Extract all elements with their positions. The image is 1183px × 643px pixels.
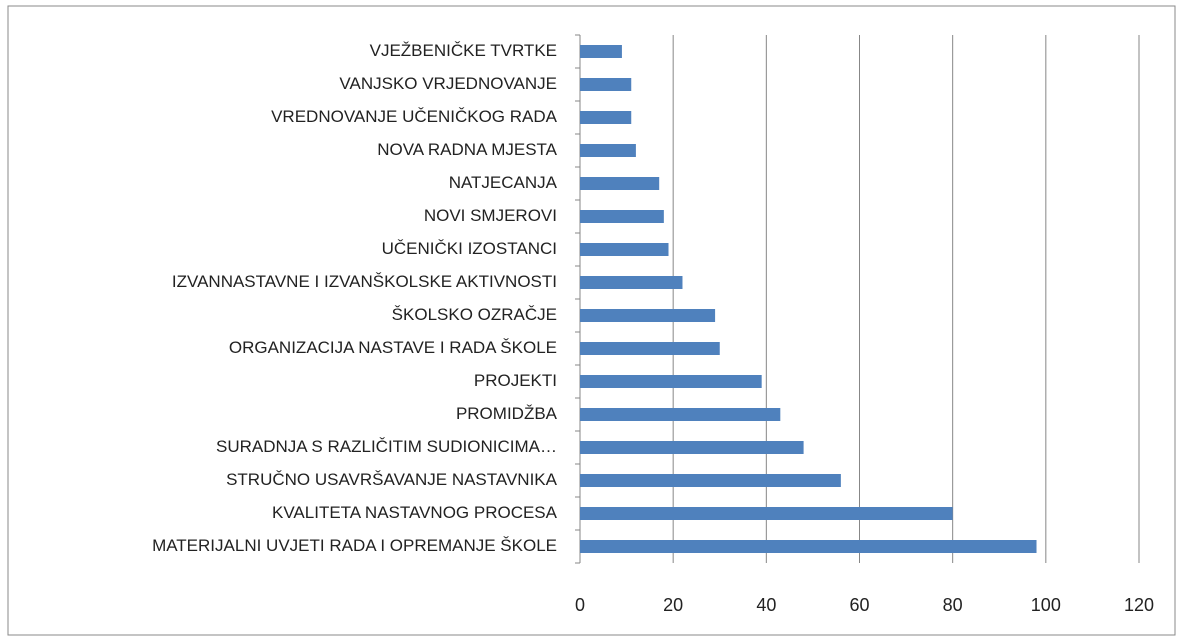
- y-tick-label: VANJSKO VRJEDNOVANJE: [339, 74, 557, 93]
- y-tick-label: NOVI SMJEROVI: [424, 206, 557, 225]
- bar: [580, 342, 720, 355]
- y-tick-label: NATJECANJA: [449, 173, 558, 192]
- bar: [580, 45, 622, 58]
- x-tick-label: 0: [575, 595, 585, 615]
- y-tick-label: ORGANIZACIJA NASTAVE I RADA ŠKOLE: [229, 338, 557, 357]
- x-tick-label: 40: [756, 595, 776, 615]
- bar: [580, 507, 953, 520]
- bar: [580, 276, 683, 289]
- bar: [580, 474, 841, 487]
- x-tick-label: 100: [1031, 595, 1061, 615]
- y-tick-label: PROJEKTI: [474, 371, 557, 390]
- y-tick-label: PROMIDŽBA: [456, 404, 558, 423]
- y-tick-label: SURADNJA S RAZLIČITIM SUDIONICIMA…: [216, 437, 557, 456]
- bar: [580, 111, 632, 124]
- bar: [580, 441, 804, 454]
- y-tick-label: ŠKOLSKO OZRAČJE: [392, 305, 557, 324]
- bar: [580, 540, 1037, 553]
- x-tick-label: 60: [849, 595, 869, 615]
- y-tick-label: STRUČNO USAVRŠAVANJE NASTAVNIKA: [226, 470, 558, 489]
- bar: [580, 408, 781, 421]
- x-tick-label: 20: [663, 595, 683, 615]
- x-tick-label: 120: [1124, 595, 1154, 615]
- y-tick-label: MATERIJALNI UVJETI RADA I OPREMANJE ŠKOL…: [152, 536, 557, 555]
- bar: [580, 243, 669, 256]
- bar: [580, 177, 660, 190]
- y-tick-label: VREDNOVANJE UČENIČKOG RADA: [271, 107, 558, 126]
- bar: [580, 144, 636, 157]
- bar: [580, 309, 716, 322]
- y-tick-label: UČENIČKI IZOSTANCI: [382, 239, 557, 258]
- bar: [580, 375, 762, 388]
- bar: [580, 210, 664, 223]
- y-tick-label: VJEŽBENIČKE TVRTKE: [370, 41, 557, 60]
- bar: [580, 78, 632, 91]
- y-tick-label: NOVA RADNA MJESTA: [377, 140, 557, 159]
- y-tick-label: KVALITETA NASTAVNOG PROCESA: [272, 503, 558, 522]
- y-tick-label: IZVANNASTAVNE I IZVANŠKOLSKE AKTIVNOSTI: [172, 272, 557, 291]
- x-tick-label: 80: [943, 595, 963, 615]
